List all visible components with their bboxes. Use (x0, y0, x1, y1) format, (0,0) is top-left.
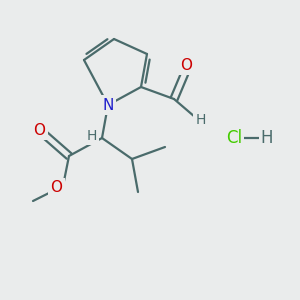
Text: O: O (180, 58, 192, 73)
Text: H: H (86, 129, 97, 142)
Text: N: N (102, 98, 114, 112)
Text: Cl: Cl (226, 129, 242, 147)
Text: H: H (261, 129, 273, 147)
Text: H: H (195, 113, 206, 127)
Text: O: O (50, 180, 62, 195)
Text: O: O (34, 123, 46, 138)
